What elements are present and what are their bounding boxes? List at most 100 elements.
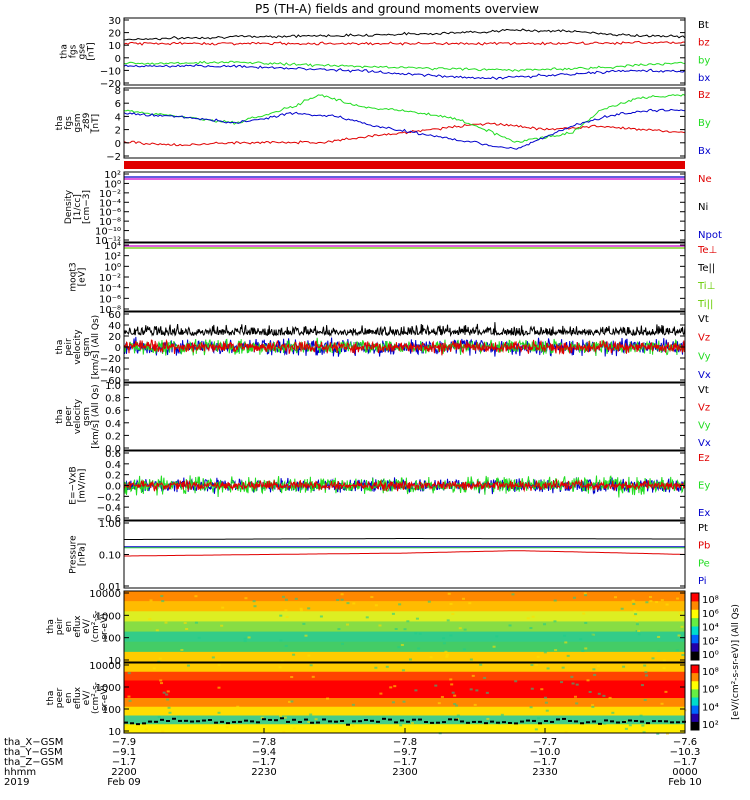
spectrogram-cell	[307, 607, 311, 610]
spectrogram-cell	[382, 715, 386, 718]
y-axis-label: tha	[60, 44, 70, 59]
spectrogram-trace	[442, 721, 446, 724]
spectrogram-cell	[657, 649, 661, 652]
spectrogram-trace	[514, 722, 518, 725]
spectrogram-cell	[283, 716, 287, 719]
spectrogram-trace	[304, 718, 308, 721]
spectrogram-cell	[408, 658, 412, 661]
spectrogram-cell	[642, 731, 646, 734]
legend-entry: Vy	[698, 351, 711, 362]
spectrogram-cell	[526, 617, 530, 620]
spectrogram-trace	[634, 719, 638, 722]
spectrogram-cell	[306, 719, 310, 722]
colorbar-segment	[691, 689, 699, 698]
spectrogram-trace	[418, 718, 422, 721]
spectrogram-cell	[444, 650, 448, 653]
spectrogram-cell	[307, 654, 311, 657]
spectrogram-cell	[161, 730, 165, 733]
y-axis-label: gse	[78, 43, 88, 59]
spectrogram-cell	[340, 598, 344, 601]
series-Bx	[123, 108, 686, 150]
spectrogram-trace	[268, 718, 272, 721]
y-tick-label: −40	[100, 365, 121, 376]
spectrogram-cell	[128, 699, 132, 702]
legend-entry: Te⊥	[697, 245, 717, 256]
spectrogram-cell	[583, 592, 587, 595]
spectrogram-cell	[319, 615, 323, 618]
spectrogram-cell	[183, 621, 187, 624]
y-tick-label: 1000	[96, 683, 121, 694]
spectrogram-cell	[463, 628, 467, 631]
spectrogram-cell	[675, 649, 679, 652]
spectrogram-cell	[451, 691, 455, 694]
spectrogram-cell	[336, 598, 340, 601]
spectrogram-cell	[564, 641, 568, 644]
y-tick-label: 40	[108, 321, 121, 332]
spectrogram-cell	[437, 702, 441, 705]
spectrogram-cell	[508, 624, 512, 627]
spectrogram-cell	[665, 732, 669, 735]
y-axis-label: sr-eV)	[100, 613, 110, 639]
spectrogram-trace	[676, 721, 680, 724]
spectrogram-cell	[593, 673, 597, 676]
legend-entry: bx	[698, 73, 710, 84]
spectrogram-cell	[514, 680, 518, 683]
y-tick-label: 0.4	[105, 460, 121, 471]
spectrogram-cell	[160, 595, 164, 598]
spectrogram-cell	[393, 685, 397, 688]
spectrogram-cell	[511, 593, 515, 596]
spectrogram-cell	[620, 607, 624, 610]
spectrogram-cell	[177, 715, 181, 718]
colorbar-tick: 10²	[702, 720, 719, 731]
spectrogram-trace	[400, 719, 404, 722]
y-axis-label: [nPa]	[78, 543, 88, 566]
series-Vz	[123, 338, 686, 356]
spectrogram-trace	[664, 720, 668, 723]
spectrogram-trace	[592, 720, 596, 723]
x-row-value: −1.7	[252, 757, 276, 768]
spectrogram-cell	[445, 655, 449, 658]
spectrogram-band	[124, 621, 685, 633]
spectrogram-trace	[232, 721, 236, 724]
spectrogram-cell	[530, 663, 534, 666]
panel-frame	[123, 382, 686, 451]
y-axis-label: tha	[55, 116, 65, 131]
y-tick-label: 60	[108, 310, 121, 321]
spectrogram-cell	[427, 600, 431, 603]
spectrogram-trace	[472, 720, 476, 723]
spectrogram-cell	[637, 633, 641, 636]
y-tick-label: 0.6	[105, 449, 121, 460]
y-axis-label: gsm	[73, 113, 83, 132]
y-tick-label: 10⁻⁸	[99, 305, 121, 316]
y-tick-label: 10⁻⁴	[99, 198, 121, 209]
y-tick-label: 10	[108, 656, 121, 667]
spectrogram-cell	[677, 634, 681, 637]
y-tick-label: 10⁴	[104, 241, 121, 252]
colorbar-segment	[691, 673, 699, 682]
spectrogram-trace	[274, 719, 278, 722]
spectrogram-trace	[448, 718, 452, 721]
spectrogram-trace	[352, 720, 356, 723]
colorbar-tick: 10⁸	[702, 595, 719, 606]
x-row-value: −1.7	[673, 757, 697, 768]
y-tick-label: 0	[115, 54, 121, 65]
spectrogram-trace	[388, 718, 392, 721]
spectrogram-band	[124, 706, 685, 716]
x-row-label: tha_Z−GSM	[4, 757, 63, 768]
spectrogram-trace	[340, 720, 344, 723]
spectrogram-cell	[314, 718, 318, 721]
spectrogram-cell	[581, 649, 585, 652]
spectrogram-trace	[238, 720, 242, 723]
spectrogram-cell	[328, 712, 332, 715]
panel-frame	[123, 242, 686, 312]
y-axis-label: peer	[55, 687, 65, 708]
spectrogram-cell	[486, 717, 490, 720]
x-row-value: −7.7	[533, 737, 557, 748]
panel-fgs_gsm: 8 6 4 2 0 −2 tha fgs gsm _z89 [nT] Bz By Bx	[55, 86, 711, 163]
spectrogram-trace	[226, 722, 230, 725]
y-axis-label: [mV/m]	[78, 469, 88, 503]
spectrogram-cell	[543, 651, 547, 654]
spectrogram-cell	[657, 712, 661, 715]
spectrogram-trace	[262, 718, 266, 721]
